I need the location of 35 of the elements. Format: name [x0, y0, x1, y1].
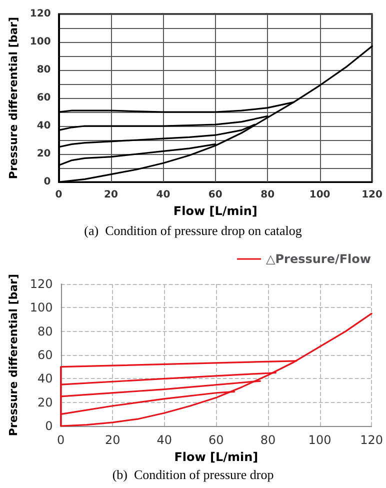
y-tick-label: 0 — [45, 419, 53, 433]
y-axis-title: Pressure differential [bar] — [7, 274, 20, 436]
y-tick-label: 60 — [36, 92, 51, 104]
y-axis-title: Pressure differential [bar] — [7, 16, 20, 180]
x-tick-label: 80 — [260, 190, 275, 200]
y-tick-label: 80 — [38, 324, 53, 338]
y-tick-label: 40 — [36, 120, 51, 132]
x-tick-label: 20 — [104, 433, 120, 447]
y-tick-label: 20 — [36, 148, 51, 160]
y-tick-label: 100 — [30, 36, 51, 48]
x-axis-title: Flow [L/min] — [174, 450, 258, 464]
y-tick-label: 40 — [38, 372, 53, 386]
x-tick-label: 100 — [308, 433, 332, 447]
legend-label: △Pressure/Flow — [266, 252, 372, 266]
text: (b) Condition of pressure drop — [112, 467, 274, 482]
y-tick-label: 20 — [38, 395, 53, 410]
x-tick-label: 40 — [156, 433, 172, 447]
y-tick-label: 80 — [36, 64, 51, 76]
x-tick-label: 120 — [362, 190, 382, 200]
y-tick-label: 60 — [38, 348, 53, 362]
y-tick-label: 100 — [30, 300, 53, 315]
x-tick-label: 20 — [104, 190, 118, 200]
y-tick-label: 0 — [44, 176, 51, 188]
x-tick-label: 100 — [309, 190, 330, 200]
x-tick-label: 60 — [208, 190, 222, 200]
x-axis-title: Flow [L/min] — [173, 204, 258, 218]
x-tick-label: 0 — [56, 433, 65, 447]
text: (a) Condition of pressure drop on catalog — [84, 223, 302, 238]
x-tick-label: 40 — [156, 190, 170, 200]
x-tick-label: 60 — [208, 433, 224, 447]
x-tick-label: 80 — [260, 433, 276, 447]
y-tick-label: 120 — [30, 277, 53, 291]
x-tick-label: 120 — [360, 433, 383, 447]
x-tick-label: 0 — [55, 190, 62, 200]
y-tick-label: 120 — [30, 8, 51, 20]
